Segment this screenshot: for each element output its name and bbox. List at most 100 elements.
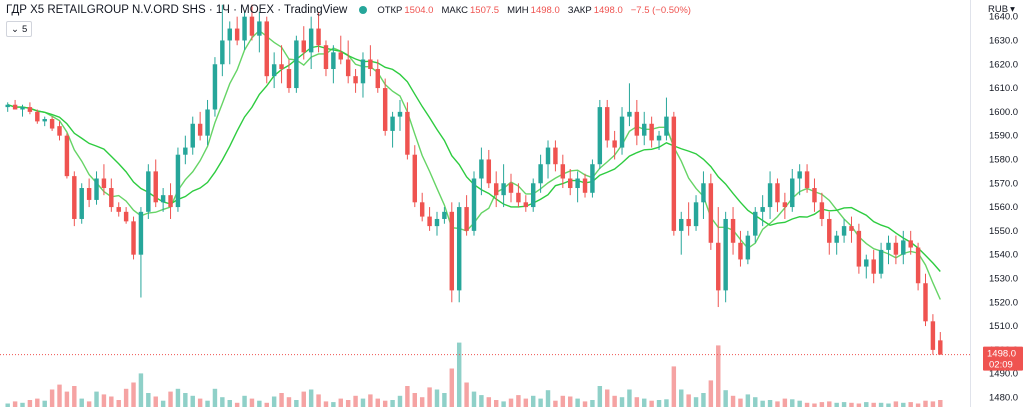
candle [915,242,921,291]
candle-body [220,40,225,65]
volume-bar [138,373,144,407]
volume-bar [42,400,47,407]
chevron-down-icon: ▾ [1010,4,1015,15]
candle-body [64,135,70,177]
volume-bar [915,403,921,407]
candle [375,59,380,93]
candle-body [501,183,506,196]
candle-body [864,259,869,267]
candle [279,45,284,84]
volume-bar [35,398,40,407]
candle-body [575,178,580,189]
candle-body [12,104,18,110]
candle-body [708,183,714,243]
volume-bar [234,402,240,407]
price-axis[interactable]: 1480.01490.01500.01510.01520.01530.01540… [970,0,1024,407]
volume-bar [930,401,936,407]
price-chart[interactable] [0,0,970,407]
candle [723,211,728,303]
candle [530,178,536,212]
candle [649,116,654,148]
candle-body [257,21,262,36]
volume-bar [708,380,714,407]
volume-bar [901,402,906,407]
volume-bar [701,393,706,407]
candle [745,230,751,265]
last-price-label: 1498.0 [987,349,1016,360]
volume-bar [146,393,151,407]
candle [316,11,321,53]
currency-selector[interactable]: RUB ▾ [988,4,1015,15]
candle [471,171,477,236]
candle-body [449,211,455,291]
candle [35,109,40,124]
indicators-toggle-button[interactable]: ⌄ 5 [6,21,33,37]
candle-body [197,123,203,136]
candle-body [930,321,936,350]
candle [849,216,854,243]
candle [493,171,499,208]
volume-bar [64,391,70,407]
volume-bar [375,398,380,407]
volume-bar [338,398,343,407]
candle [575,171,580,203]
volume-bar [434,389,440,407]
candle [323,40,329,77]
volume-bar [116,400,121,407]
candle [271,52,277,89]
candle [249,4,255,41]
volume-bar [227,400,232,407]
price-tick-label: 1550.0 [989,226,1018,237]
candle-body [49,119,55,129]
candle [886,235,891,265]
candle-body [923,283,928,322]
candle [642,111,647,146]
price-tick-label: 1560.0 [989,202,1018,213]
candle-body [716,242,721,291]
volume-bar [405,386,410,407]
candle [427,207,432,231]
volume-bar [294,400,299,407]
volume-bar [656,400,662,407]
candle [183,135,188,165]
symbol-title[interactable]: ГДР X5 RETAILGROUP N.V.ORD SHS · 1Ч · MO… [6,4,348,16]
candle [760,195,765,227]
indicator-count: 5 [21,23,28,35]
candle [753,207,758,243]
candle [605,99,610,148]
candle-body [671,116,677,231]
price-tick-label: 1590.0 [989,131,1018,142]
volume-bar [575,398,580,407]
candle [545,140,551,179]
candle-body [642,123,647,136]
candle [190,116,195,155]
candle [64,133,70,179]
candle [5,102,10,112]
candle-body [819,202,825,219]
volume-bar [730,395,736,407]
candle [234,16,240,46]
chart-legend-header: ГДР X5 RETAILGROUP N.V.ORD SHS · 1Ч · MO… [6,4,699,16]
volume-bar [723,390,728,407]
volume-bar [908,402,913,407]
candle [775,178,780,212]
volume-bar [834,402,839,407]
volume-bar [168,391,173,407]
volume-bar [501,401,506,407]
volume-bar [345,400,351,407]
price-tick-label: 1600.0 [989,107,1018,118]
candle [812,178,817,212]
volume-bar [745,394,751,407]
price-tick-label: 1510.0 [989,321,1018,332]
candle [871,249,876,284]
candle-body [286,69,292,89]
candle-body [382,88,388,131]
volume-bar [153,396,158,407]
volume-bar [516,395,521,407]
chart-area[interactable] [0,0,970,407]
volume-bar [812,403,817,407]
candle-body [375,69,380,89]
candle [27,102,33,115]
candle [94,171,99,205]
candle [856,223,862,274]
